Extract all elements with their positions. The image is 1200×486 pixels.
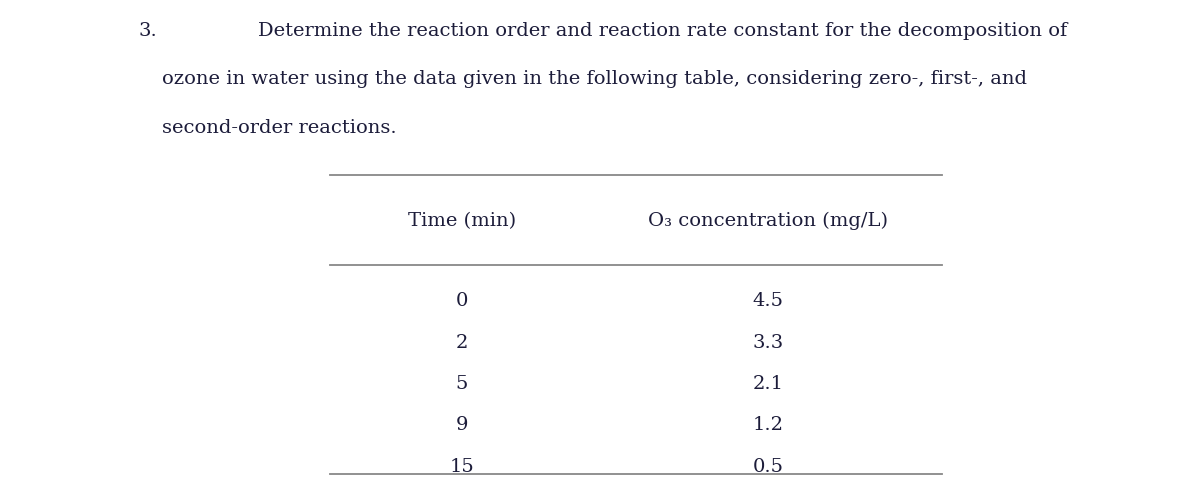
Text: 0.5: 0.5 <box>752 457 784 476</box>
Text: Determine the reaction order and reaction rate constant for the decomposition of: Determine the reaction order and reactio… <box>258 22 1067 40</box>
Text: ozone in water using the data given in the following table, considering zero-, f: ozone in water using the data given in t… <box>162 70 1027 88</box>
Text: Time (min): Time (min) <box>408 212 516 230</box>
Text: 1.2: 1.2 <box>752 416 784 434</box>
Text: 9: 9 <box>456 416 468 434</box>
Text: 4.5: 4.5 <box>752 292 784 311</box>
Text: 5: 5 <box>456 375 468 393</box>
Text: 2.1: 2.1 <box>752 375 784 393</box>
Text: 2: 2 <box>456 333 468 352</box>
Text: 15: 15 <box>450 457 474 476</box>
Text: 0: 0 <box>456 292 468 311</box>
Text: 3.3: 3.3 <box>752 333 784 352</box>
Text: O₃ concentration (mg/L): O₃ concentration (mg/L) <box>648 212 888 230</box>
Text: 3.: 3. <box>138 22 157 40</box>
Text: second-order reactions.: second-order reactions. <box>162 119 397 137</box>
